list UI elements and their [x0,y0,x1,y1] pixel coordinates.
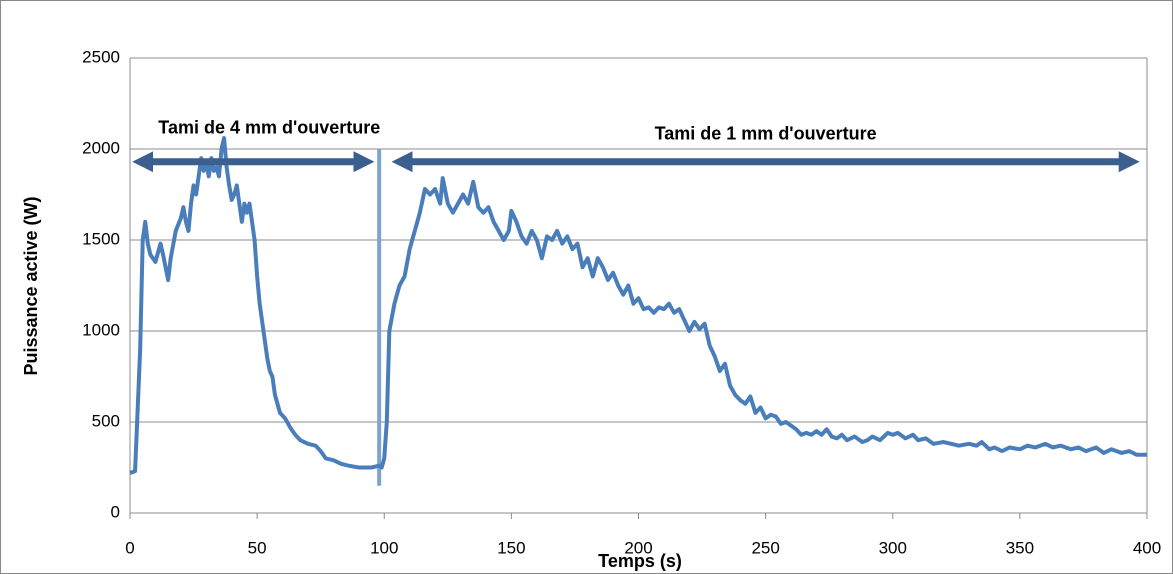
annotation: Tami de 4 mm d'ouverture [158,117,380,137]
x-tick-label: 350 [1006,538,1034,557]
x-tick-label: 150 [497,538,525,557]
y-tick-label: 500 [92,411,120,430]
data-line [129,136,1147,475]
y-tick-label: 2000 [82,138,120,157]
y-tick-label: 1500 [82,229,120,248]
x-tick-label: 0 [125,538,134,557]
x-tick-label: 200 [624,538,652,557]
x-tick-label: 100 [370,538,398,557]
y-tick-label: 1000 [82,320,120,339]
y-axis-label: Puissance active (W) [21,196,41,375]
x-tick-label: 250 [751,538,779,557]
y-tick-label: 2500 [82,47,120,66]
y-tick-label: 0 [111,502,120,521]
annotation: Tami de 1 mm d'ouverture [655,123,877,143]
x-tick-label: 50 [248,538,267,557]
x-axis-label: Temps (s) [598,551,682,571]
x-tick-label: 300 [879,538,907,557]
x-tick-label: 400 [1133,538,1161,557]
